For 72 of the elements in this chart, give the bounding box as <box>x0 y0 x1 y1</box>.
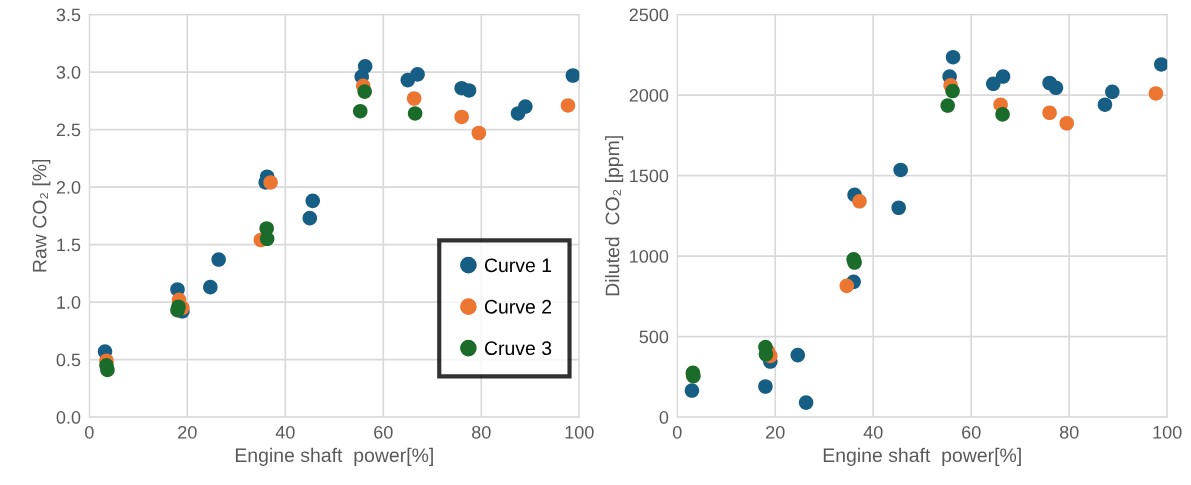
y-tick-label: 1.5 <box>57 238 81 252</box>
point <box>406 91 422 106</box>
point <box>461 83 477 98</box>
point <box>1097 97 1113 112</box>
point <box>798 395 814 410</box>
point <box>852 194 867 209</box>
point <box>471 125 487 141</box>
x-tick-label: 100 <box>1153 425 1182 439</box>
point <box>945 83 960 99</box>
y-tick-label: 2.0 <box>56 181 81 194</box>
y-tick-label: 2500 <box>629 8 669 22</box>
point <box>995 69 1011 84</box>
y-axis-title: Diluted CO₂ [ppm] <box>605 136 624 296</box>
point <box>302 210 318 226</box>
x-axis-title: Engine shaft power[%] <box>823 447 1021 466</box>
y-tick-label: 2000 <box>629 88 669 102</box>
x-tick-label: 20 <box>178 425 197 439</box>
y-tick-label: 3.0 <box>56 65 81 79</box>
point <box>1154 57 1168 72</box>
y-tick-label: 1.0 <box>57 296 81 309</box>
legend-label: Curve 1 <box>484 258 552 273</box>
x-tick-label: 0 <box>85 425 94 439</box>
y-tick-label: 0.0 <box>56 411 81 424</box>
point <box>560 98 576 113</box>
point <box>891 200 906 216</box>
x-tick-label: 60 <box>374 425 393 439</box>
point <box>454 109 469 125</box>
point <box>410 67 425 82</box>
point <box>211 252 226 267</box>
legend-label: Cruve 3 <box>484 341 552 356</box>
point <box>565 68 580 83</box>
y-tick-label: 1000 <box>630 250 669 263</box>
y-tick-label: 0 <box>659 411 669 424</box>
point <box>1148 86 1164 101</box>
point <box>1059 115 1075 131</box>
point <box>518 99 533 114</box>
point <box>407 106 423 121</box>
x-tick-label: 80 <box>472 425 491 439</box>
y-tick-label: 3.5 <box>56 8 81 22</box>
x-tick-label: 80 <box>1059 425 1079 439</box>
y-axis-title: Raw CO₂ [%] <box>32 159 51 272</box>
y-tick-label: 1500 <box>630 169 669 183</box>
point <box>995 107 1010 122</box>
y-tick-label: 0.5 <box>56 353 81 367</box>
point <box>940 98 955 113</box>
point <box>352 103 368 119</box>
x-tick-label: 100 <box>565 425 594 439</box>
x-axis-title: Engine shaft power[%] <box>235 447 433 466</box>
x-tick-label: 60 <box>962 425 981 439</box>
point <box>1042 105 1057 121</box>
x-tick-label: 40 <box>863 425 883 439</box>
point <box>357 59 373 74</box>
point <box>203 279 218 295</box>
point <box>893 162 908 178</box>
x-tick-label: 20 <box>766 425 785 439</box>
point <box>839 278 855 294</box>
point <box>758 379 773 394</box>
y-tick-label: 2.5 <box>56 123 81 137</box>
point <box>985 76 1001 92</box>
point <box>945 49 961 65</box>
x-tick-label: 0 <box>672 425 682 439</box>
x-tick-label: 40 <box>275 425 295 439</box>
point <box>1105 84 1120 100</box>
point <box>263 175 278 190</box>
point <box>684 383 700 398</box>
point <box>1048 80 1064 96</box>
y-tick-label: 500 <box>639 330 669 344</box>
legend-label: Curve 2 <box>484 299 552 314</box>
point <box>357 84 372 99</box>
point <box>790 347 806 363</box>
point <box>305 193 321 209</box>
point <box>259 231 275 247</box>
